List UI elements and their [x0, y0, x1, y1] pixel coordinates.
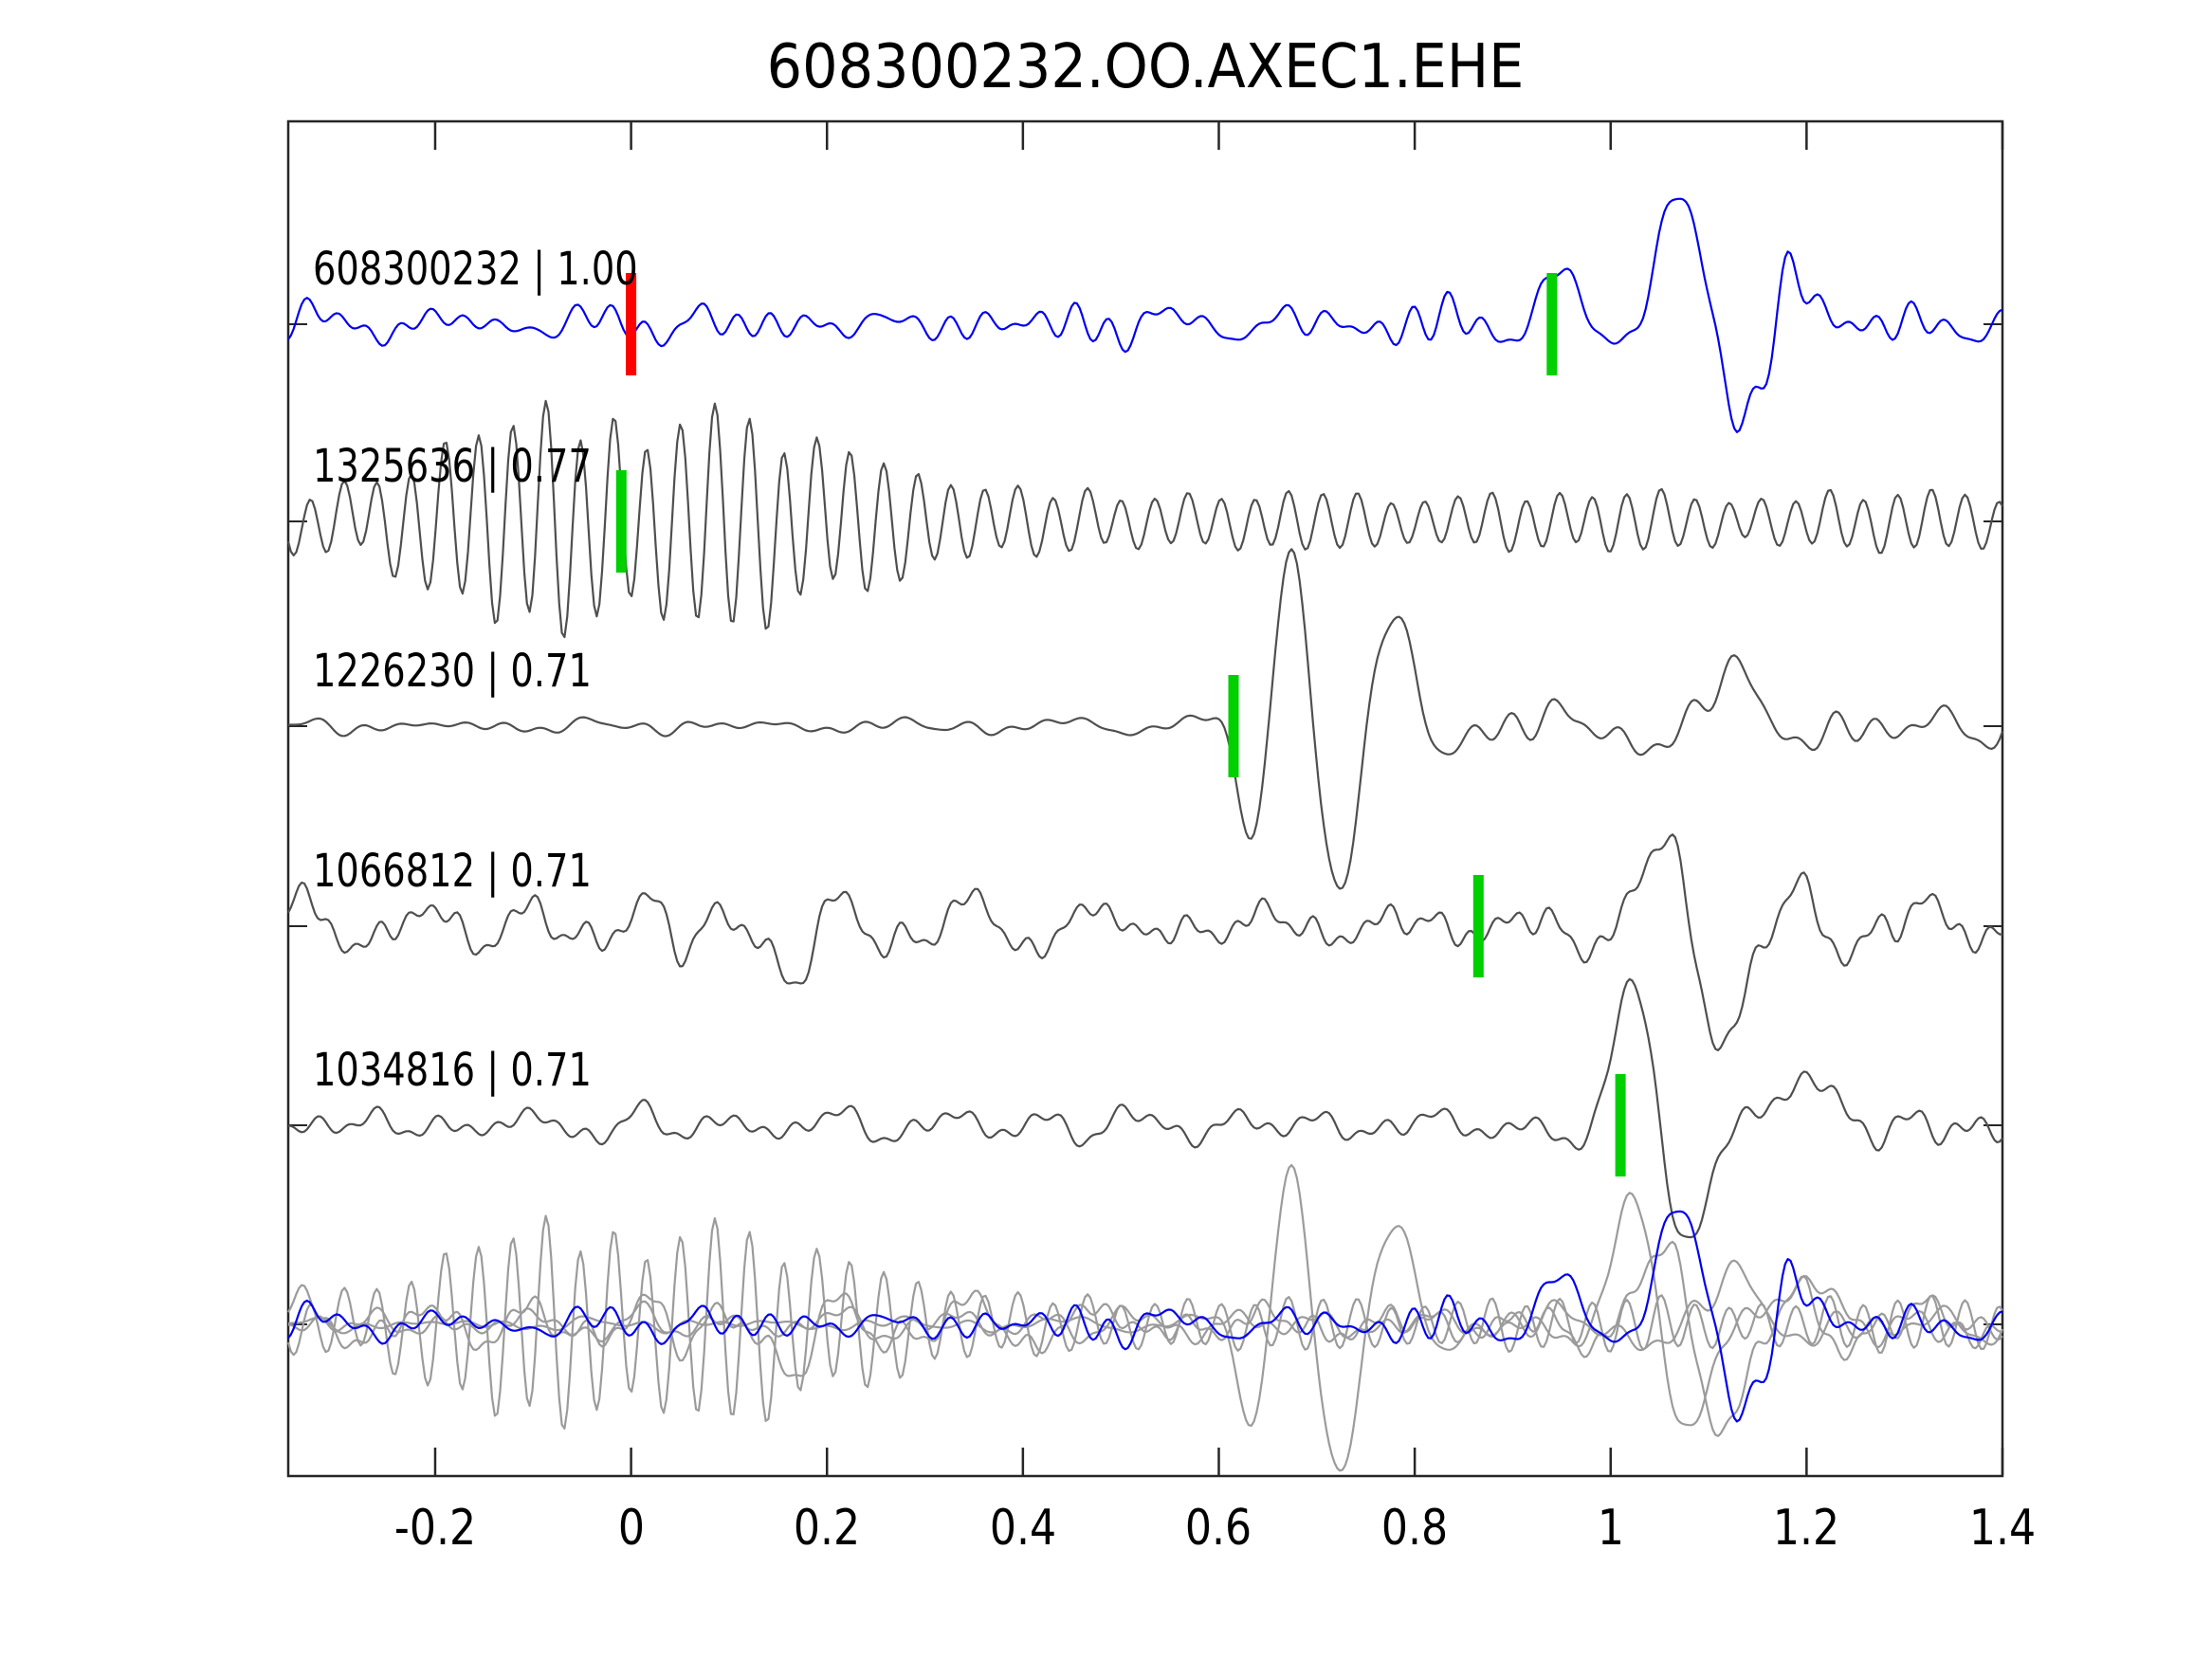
trace-line-1066812 — [287, 833, 2003, 1052]
x-tick-label: 0.2 — [794, 1500, 861, 1557]
trace-line-1226230 — [287, 548, 2004, 890]
overlay-line-1034816 — [288, 1192, 2003, 1427]
detection-pick-marker — [1228, 675, 1239, 777]
x-tick-label: 1.2 — [1773, 1500, 1840, 1557]
overlay-line-1226230 — [287, 1163, 2004, 1472]
trace-line-1034816 — [288, 977, 2003, 1239]
x-tick-label: 0.4 — [989, 1500, 1056, 1557]
detection-pick-marker — [615, 470, 627, 573]
template-pick-marker — [626, 273, 637, 375]
detection-pick-marker — [1615, 1074, 1626, 1176]
x-tick-label: 0 — [617, 1500, 645, 1557]
x-tick-label: 1 — [1597, 1500, 1624, 1557]
overlay-line-608300232 — [287, 1210, 2003, 1423]
trace-label-608300232: 608300232 | 1.00 — [313, 243, 638, 296]
x-tick-label: -0.2 — [393, 1500, 477, 1557]
trace-line-1325636 — [286, 399, 2003, 639]
detection-pick-marker — [1472, 875, 1484, 977]
trace-label-1034816: 1034816 | 0.71 — [313, 1044, 592, 1097]
x-tick-label: 1.4 — [1968, 1500, 2037, 1557]
detection-pick-marker — [1546, 273, 1558, 375]
x-tick-label: 0.8 — [1380, 1500, 1449, 1557]
trace-line-608300232 — [287, 197, 2003, 433]
trace-label-1325636: 1325636 | 0.77 — [313, 440, 592, 493]
trace-label-1066812: 1066812 | 0.71 — [313, 845, 592, 898]
trace-label-1226230: 1226230 | 0.71 — [313, 645, 592, 698]
plot-border — [286, 119, 2004, 1478]
x-tick-label: 0.6 — [1185, 1500, 1252, 1557]
chart-title: 608300232.OO.AXEC1.EHE — [766, 32, 1525, 102]
